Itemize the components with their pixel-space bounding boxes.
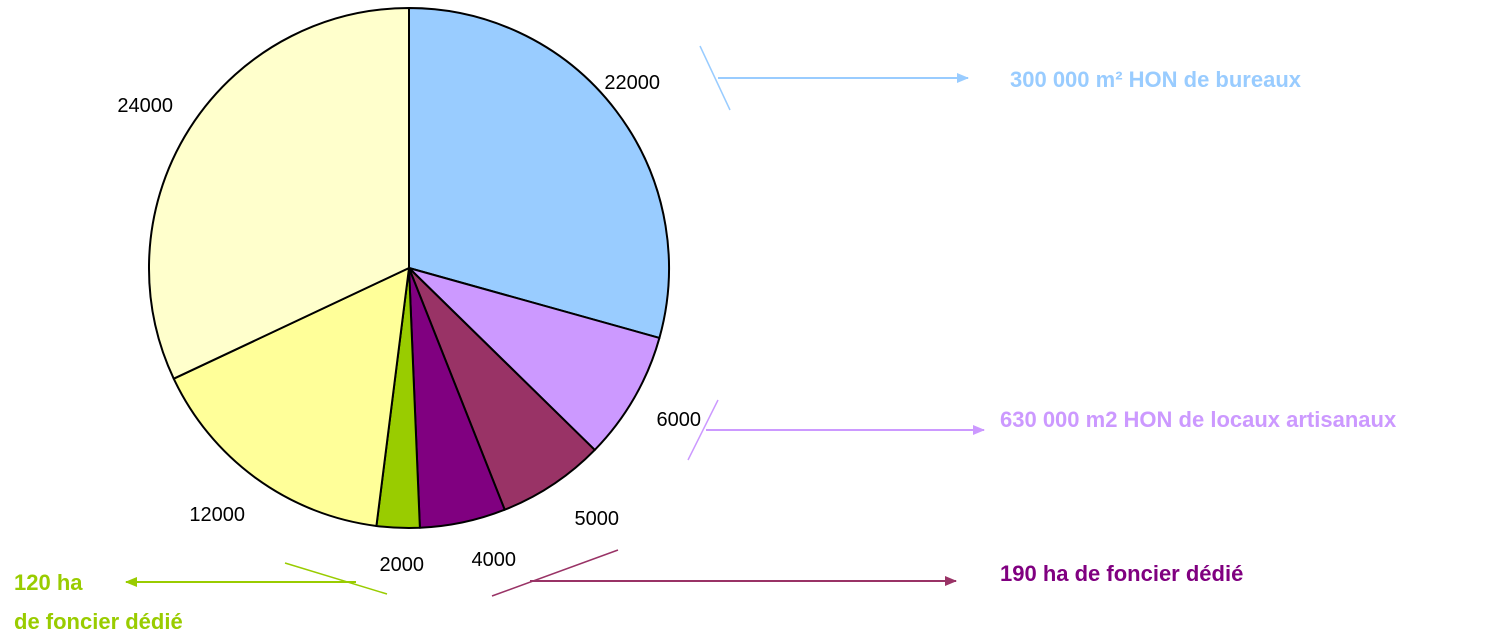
bureaux-bracket-line: [699, 45, 731, 111]
pie-slice-6000: [408, 267, 661, 451]
pie-slice-5000: [408, 267, 596, 511]
pie-slices: [148, 7, 670, 529]
annotation-artisanaux: 630 000 m2 HON de locaux artisanaux: [1000, 407, 1397, 432]
foncier-vert-bracket-line: [284, 562, 388, 595]
annotation-foncier-violet: 190 ha de foncier dédié: [1000, 561, 1243, 586]
slice-label-5000: 5000: [575, 508, 620, 530]
slice-label-12000: 12000: [189, 504, 245, 526]
slice-label-4000: 4000: [472, 549, 517, 571]
pie-slice-24000: [148, 7, 410, 380]
pie-slice-22000: [408, 7, 670, 339]
annotation-foncier-vert-line2: de foncier dédié: [14, 609, 183, 634]
slice-label-2000: 2000: [380, 554, 425, 576]
slice-label-22000: 22000: [604, 72, 660, 94]
pie-slice-12000: [172, 267, 410, 527]
slice-label-6000: 6000: [657, 409, 702, 431]
pie-slice-labels: 22000 6000 5000 4000 2000 12000 24000: [117, 72, 701, 576]
foncier-violet-bracket-line: [491, 549, 619, 597]
slice-label-24000: 24000: [117, 95, 173, 117]
annotation-bureaux: 300 000 m² HON de bureaux: [1010, 67, 1302, 92]
annotation-foncier-vert-line1: 120 ha: [14, 570, 83, 595]
artisanaux-bracket-line: [687, 399, 719, 461]
